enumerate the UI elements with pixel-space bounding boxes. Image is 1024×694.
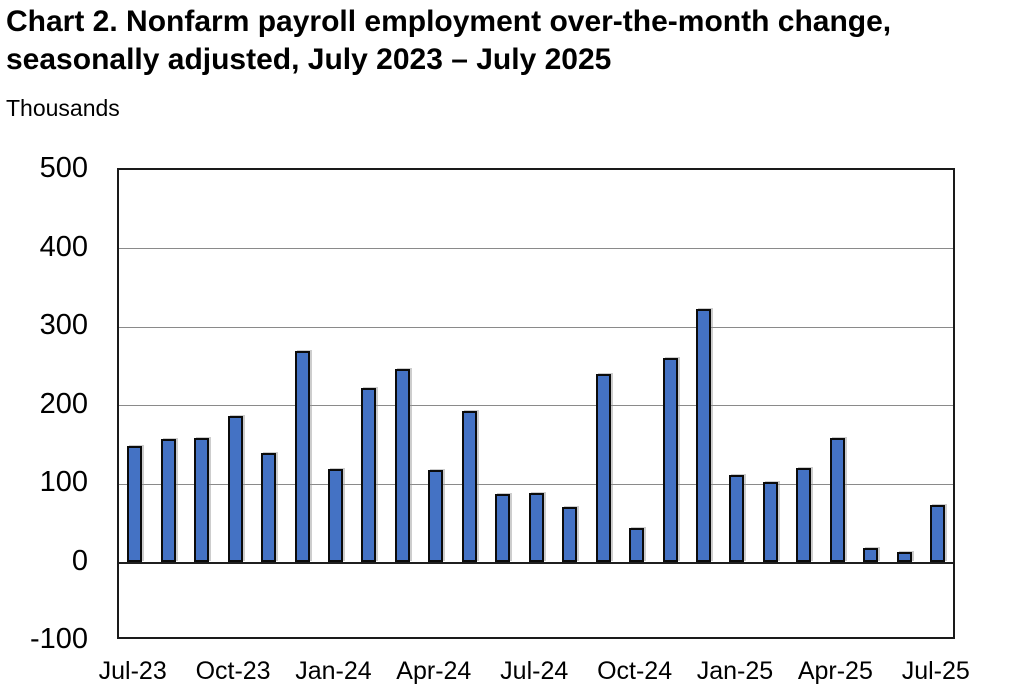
bar-Mar-25 — [796, 468, 812, 563]
bar-Jul-25 — [930, 505, 946, 563]
bar-Jan-25 — [729, 475, 745, 563]
bar-Apr-24 — [428, 469, 444, 563]
x-tick-label-Oct-24: Oct-24 — [597, 657, 673, 685]
bar-May-24 — [461, 410, 477, 563]
bar-Apr-25 — [829, 438, 845, 563]
chart-title-line-1: Chart 2. Nonfarm payroll employment over… — [6, 5, 892, 38]
x-tick-label-Apr-25: Apr-25 — [797, 657, 873, 685]
gridline-100 — [119, 483, 953, 485]
gridline-200 — [119, 405, 953, 406]
bar-Aug-24 — [562, 506, 578, 563]
x-tick-label-Jul-23: Jul-23 — [98, 657, 167, 685]
bar-Oct-23 — [227, 416, 243, 563]
bar-Mar-24 — [394, 369, 410, 563]
bar-Dec-23 — [294, 351, 310, 563]
x-tick-label-Jan-24: Jan-24 — [295, 657, 372, 685]
y-tick-label--100: -100 — [29, 623, 88, 655]
zero-axis-line — [119, 561, 953, 564]
bar-Nov-23 — [261, 452, 277, 563]
bar-Aug-23 — [160, 439, 176, 563]
y-tick-label-500: 500 — [39, 152, 88, 184]
bar-Jul-24 — [528, 493, 544, 563]
y-tick-label-100: 100 — [39, 466, 88, 498]
plot-area — [117, 168, 955, 639]
gridline-400 — [119, 248, 953, 249]
bar-Oct-24 — [629, 527, 645, 563]
bar-Jan-24 — [327, 469, 343, 563]
gridline-300 — [119, 326, 953, 328]
bar-Feb-24 — [361, 388, 377, 563]
x-tick-label-Apr-24: Apr-24 — [396, 657, 472, 685]
bar-Sep-24 — [595, 374, 611, 563]
bar-Sep-23 — [194, 438, 210, 563]
x-tick-label-Oct-23: Oct-23 — [195, 657, 271, 685]
bar-Jun-25 — [896, 551, 912, 563]
bar-Nov-24 — [662, 357, 678, 563]
x-tick-label-Jul-25: Jul-25 — [901, 657, 970, 685]
bar-Dec-24 — [696, 308, 712, 563]
bar-May-25 — [863, 547, 879, 563]
x-tick-label-Jan-25: Jan-25 — [696, 657, 774, 685]
y-tick-label-200: 200 — [39, 387, 88, 420]
bar-Jul-23 — [127, 446, 143, 563]
y-tick-label-0: 0 — [71, 544, 88, 577]
y-axis-units-label: Thousands — [6, 95, 120, 121]
chart-title-line-2: seasonally adjusted, July 2023 – July 20… — [6, 43, 612, 76]
x-tick-label-Jul-24: Jul-24 — [500, 657, 569, 685]
chart-title: Chart 2. Nonfarm payroll employment over… — [6, 3, 891, 79]
bar-Feb-25 — [762, 482, 778, 563]
bar-Jun-24 — [495, 494, 511, 563]
y-tick-label-400: 400 — [39, 230, 88, 263]
y-tick-label-300: 300 — [39, 309, 88, 341]
